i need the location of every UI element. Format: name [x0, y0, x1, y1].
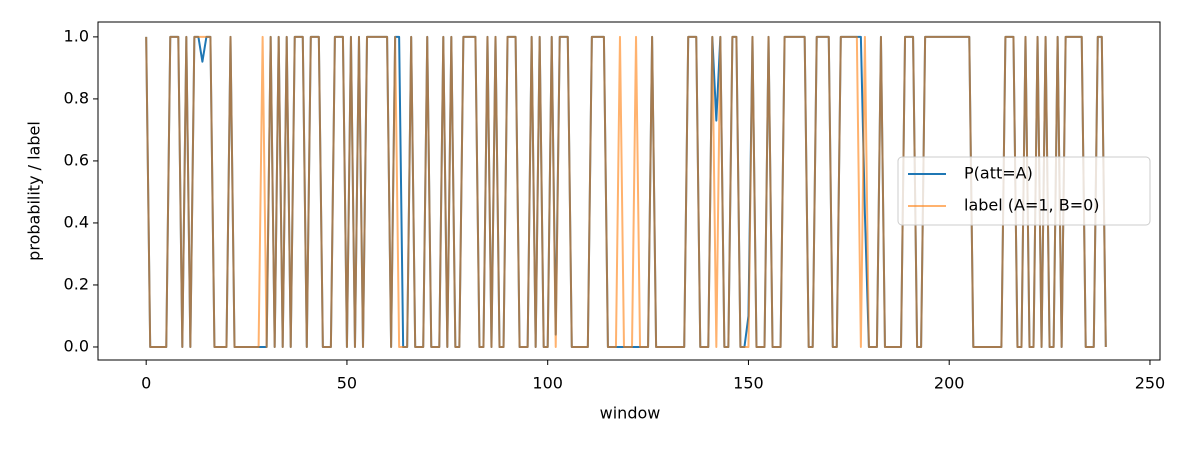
- y-axis-label: probability / label: [25, 121, 44, 261]
- series-line: [145, 35, 1107, 348]
- x-tick-label: 250: [1135, 374, 1166, 393]
- x-axis-label: window: [600, 404, 661, 423]
- y-tick-label: 0.4: [64, 212, 89, 231]
- y-tick-label: 1.0: [64, 26, 89, 45]
- y-tick-label: 0.8: [64, 88, 89, 107]
- x-tick-label: 0: [141, 374, 151, 393]
- legend-box: [897, 156, 1151, 226]
- y-tick-label: 0.0: [64, 336, 89, 355]
- plot-frame: [97, 21, 1161, 361]
- y-tick-label: 0.2: [64, 274, 89, 293]
- y-tick-label: 0.6: [64, 150, 89, 169]
- x-tick-label: 50: [337, 374, 357, 393]
- x-tick-label: 200: [934, 374, 965, 393]
- legend-label: P(att=A): [964, 164, 1033, 183]
- x-tick-label: 150: [733, 374, 764, 393]
- legend-label: label (A=1, B=0): [964, 196, 1100, 215]
- x-tick-label: 100: [532, 374, 563, 393]
